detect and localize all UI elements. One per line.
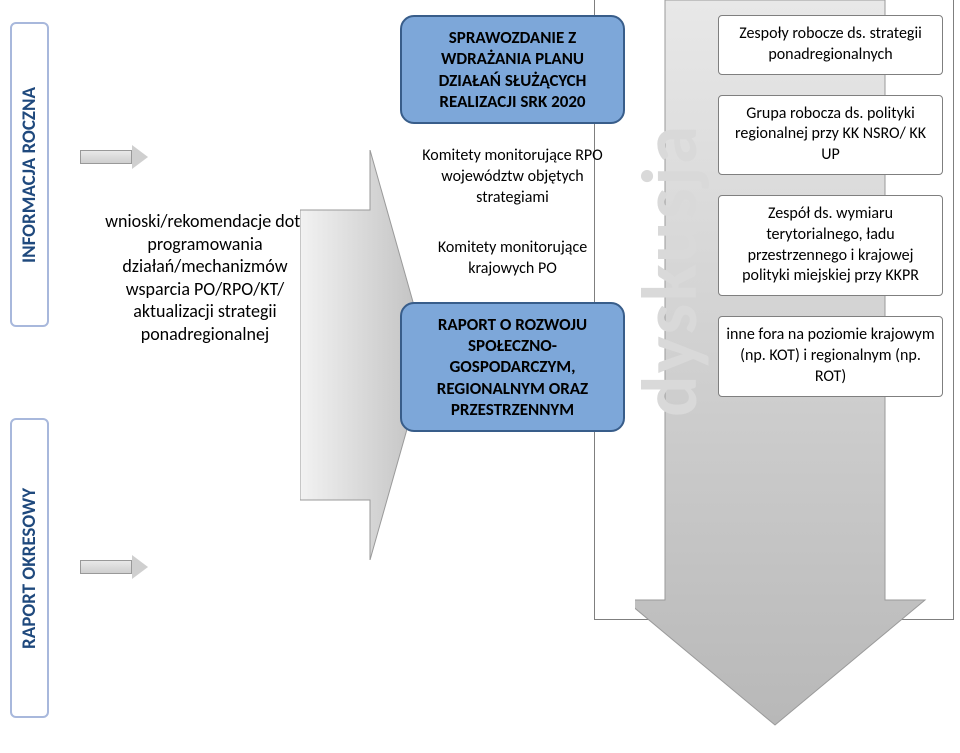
small-arrow-top	[80, 145, 150, 169]
box-raport-rozwoju: RAPORT O ROZWOJU SPOŁECZNO-GOSPODARCZYM,…	[400, 302, 625, 432]
label-informacja-roczna: INFORMACJA ROCZNA	[10, 22, 49, 327]
box-grupa-robocza: Grupa robocza ds. polityki regionalnej p…	[718, 95, 943, 175]
left-vertical-labels: INFORMACJA ROCZNA RAPORT OKRESOWY	[10, 20, 72, 720]
label-raport-okresowy: RAPORT OKRESOWY	[10, 418, 49, 718]
box-inne-fora: inne fora na poziomie krajowym (np. KOT)…	[718, 316, 943, 396]
recommendations-text: wnioski/rekomendacje dot. programowania …	[100, 210, 310, 345]
box-sprawozdanie: SPRAWOZDANIE Z WDRAŻANIA PLANU DZIAŁAŃ S…	[400, 15, 625, 124]
center-column: SPRAWOZDANIE Z WDRAŻANIA PLANU DZIAŁAŃ S…	[400, 15, 625, 446]
small-arrow-bottom	[80, 555, 150, 579]
text-komitety-rpo: Komitety monitorujące RPO województw obj…	[400, 138, 625, 216]
right-column: Zespoły robocze ds. strategii ponadregio…	[718, 15, 943, 417]
box-zespol-wymiaru: Zespół ds. wymiaru terytorialnego, ładu …	[718, 195, 943, 296]
box-zespoly-robocze: Zespoły robocze ds. strategii ponadregio…	[718, 15, 943, 75]
text-komitety-po: Komitety monitorujące krajowych PO	[400, 230, 625, 288]
watermark-dyskusja: dyskusja	[622, 60, 722, 480]
